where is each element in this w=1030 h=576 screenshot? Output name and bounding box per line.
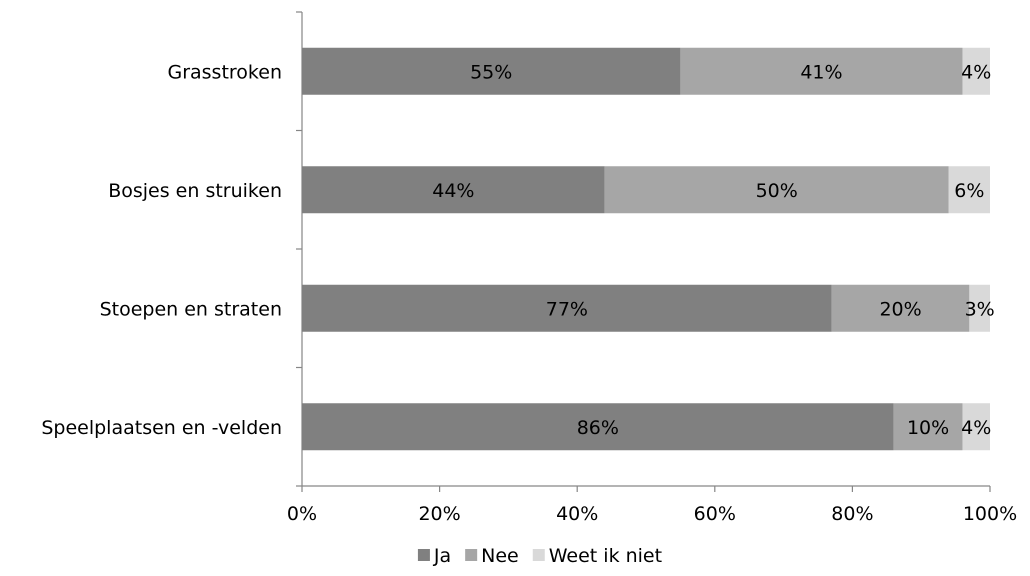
category-label: Bosjes en struiken — [108, 180, 282, 202]
x-tick-label: 100% — [963, 503, 1017, 525]
x-axis-tick-labels: 0% 20% 40% 60% 80% 100% — [287, 503, 1017, 525]
legend-label: Weet ik niet — [549, 545, 662, 567]
bar-segment-ja — [302, 47, 681, 95]
legend-label: Nee — [481, 545, 519, 567]
data-label: 86% — [577, 417, 619, 439]
legend-swatch-nee — [465, 549, 478, 561]
data-label: 3% — [965, 298, 995, 320]
bar-segment-nee — [604, 166, 949, 214]
data-label: 4% — [961, 417, 991, 439]
data-label: 10% — [907, 417, 949, 439]
data-label: 50% — [756, 180, 798, 202]
category-labels: Grasstroken Bosjes en struiken Stoepen en … — [41, 61, 282, 439]
x-tick-label: 60% — [694, 503, 736, 525]
bar-segment-weet-ik-niet — [948, 166, 990, 214]
x-tick-label: 0% — [287, 503, 317, 525]
bar-segment-ja — [302, 166, 605, 214]
bar-segment-weet-ik-niet — [962, 47, 990, 95]
bar-segment-ja — [302, 284, 832, 332]
data-label: 44% — [432, 180, 474, 202]
data-label: 4% — [961, 61, 991, 83]
x-tick-label: 80% — [831, 503, 873, 525]
bar-segment-nee — [893, 403, 963, 451]
bar-segment-nee — [831, 284, 970, 332]
bar-segment-ja — [302, 403, 894, 451]
legend-label: Ja — [433, 545, 451, 567]
legend-swatch-ja — [417, 549, 430, 561]
legend-swatch-weet-ik-niet — [532, 549, 545, 561]
bar-segment-weet-ik-niet — [962, 403, 990, 451]
data-label: 20% — [879, 298, 921, 320]
x-tick-label: 20% — [418, 503, 460, 525]
category-label: Speelplaatsen en -velden — [41, 417, 282, 439]
data-label: 41% — [800, 61, 842, 83]
category-label: Stoepen en straten — [100, 298, 282, 320]
data-label: 55% — [470, 61, 512, 83]
legend: Ja Nee Weet ik niet — [417, 545, 662, 567]
data-label: 77% — [546, 298, 588, 320]
chart-bars: 55% 41% 4% 44% 50% 6% 77% 20% 3% 86% 10% 4% — [302, 47, 995, 451]
category-label: Grasstroken — [167, 61, 282, 83]
bar-segment-weet-ik-niet — [969, 284, 990, 332]
x-tick-label: 40% — [556, 503, 598, 525]
data-label: 6% — [954, 180, 984, 202]
bar-segment-nee — [680, 47, 963, 95]
